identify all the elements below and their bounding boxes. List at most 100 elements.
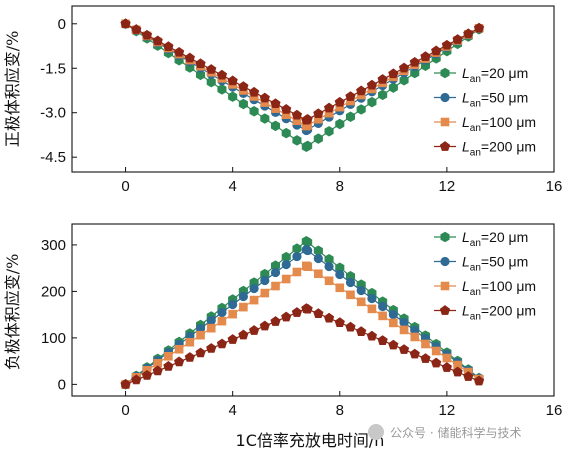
data-point: [238, 329, 249, 340]
legend-entry: Lan=50 μm: [434, 254, 528, 274]
x-tick-label: 8: [336, 178, 344, 195]
data-point: [259, 320, 270, 331]
data-point: [367, 96, 377, 108]
data-point: [388, 82, 398, 93]
data-point: [473, 375, 485, 386]
data-point: [346, 290, 355, 300]
data-point: [216, 69, 228, 80]
chart-top-cathode-strain: 0 4 8 12 16 0 -1.5 -3.0 -4.5 正极体积应变/% Lan=20 μm Lan…: [3, 5, 562, 195]
data-point: [281, 274, 291, 284]
data-point: [334, 96, 345, 107]
data-point: [259, 92, 270, 103]
data-point: [270, 98, 281, 109]
legend-label: Lan=50 μm: [462, 90, 528, 110]
data-point: [345, 277, 356, 288]
data-point: [345, 321, 356, 332]
data-point: [388, 309, 398, 320]
data-point: [377, 74, 388, 84]
data-point: [206, 64, 217, 74]
data-point: [281, 259, 291, 270]
data-point: [420, 51, 431, 61]
data-point: [409, 348, 420, 359]
data-point: [313, 133, 323, 144]
data-point: [409, 56, 420, 67]
data-point: [249, 295, 259, 305]
data-point: [131, 374, 142, 385]
data-point: [334, 317, 345, 327]
data-point: [441, 362, 452, 372]
wechat-logo-icon: [368, 424, 384, 440]
data-point: [238, 98, 248, 110]
y-axis-label: 正极体积应变/%: [3, 31, 22, 148]
legend-label: Lan=100 μm: [462, 114, 536, 134]
data-point: [164, 351, 173, 361]
x-tick-label: 12: [439, 402, 456, 419]
data-point: [292, 135, 302, 146]
data-point: [249, 106, 259, 117]
data-point: [163, 41, 174, 51]
legend-entry: Lan=50 μm: [434, 90, 528, 110]
y-tick-label: 0: [58, 376, 66, 393]
legend-marker: [439, 141, 451, 151]
data-point: [431, 346, 441, 356]
legend-label: Lan=50 μm: [462, 254, 528, 274]
legend-entry: Lan=20 μm: [434, 65, 528, 85]
data-point: [174, 46, 185, 57]
data-point: [291, 109, 303, 120]
series-line: [125, 23, 480, 121]
data-point: [431, 45, 442, 56]
data-point: [238, 81, 249, 91]
legend-marker: [440, 117, 450, 127]
data-point: [377, 335, 388, 345]
series-0: [121, 235, 484, 390]
plot-frame: [71, 223, 555, 397]
data-point: [120, 379, 131, 389]
data-point: [238, 291, 248, 302]
data-point: [302, 114, 313, 124]
data-point: [388, 339, 399, 350]
y-tick-label: 300: [41, 237, 66, 254]
legend-marker: [440, 92, 450, 103]
data-point: [195, 58, 206, 69]
legend-marker: [440, 231, 450, 243]
watermark-text: 公众号 · 储能科学与技术: [390, 425, 521, 440]
data-point: [195, 347, 206, 358]
data-point: [378, 89, 388, 101]
data-point: [260, 275, 270, 286]
legend-label: Lan=20 μm: [462, 229, 528, 249]
y-tick-label: -1.5: [40, 60, 66, 77]
y-tick-label: -3.0: [40, 105, 66, 122]
data-point: [260, 113, 270, 124]
data-point: [206, 315, 216, 326]
data-point: [281, 127, 291, 139]
data-point: [335, 118, 345, 130]
data-point: [195, 69, 206, 81]
data-point: [152, 365, 163, 376]
legend-marker: [440, 281, 450, 291]
data-point: [270, 316, 281, 326]
data-point: [335, 269, 345, 280]
data-point: [249, 283, 259, 294]
data-point: [410, 332, 420, 342]
chart-bottom-anode-strain: 0 4 8 12 16 0 100 200 300 负极体积应变/% Lan=20 μm Lan=50…: [3, 223, 562, 419]
data-point: [313, 108, 324, 119]
data-point: [452, 34, 463, 44]
data-point: [206, 323, 216, 333]
data-point: [302, 303, 313, 314]
data-point: [216, 338, 228, 349]
x-tick-label: 4: [228, 402, 236, 419]
data-point: [356, 85, 367, 96]
data-point: [206, 76, 216, 88]
data-point: [217, 307, 227, 318]
data-point: [141, 29, 153, 40]
legend-entry: Lan=20 μm: [434, 229, 528, 249]
series-2: [121, 261, 484, 389]
data-point: [228, 299, 238, 310]
data-point: [463, 28, 474, 39]
data-point: [324, 276, 334, 286]
data-point: [473, 22, 485, 33]
series-line: [125, 265, 480, 385]
data-point: [421, 339, 430, 349]
data-point: [324, 126, 334, 137]
data-point: [174, 356, 185, 367]
